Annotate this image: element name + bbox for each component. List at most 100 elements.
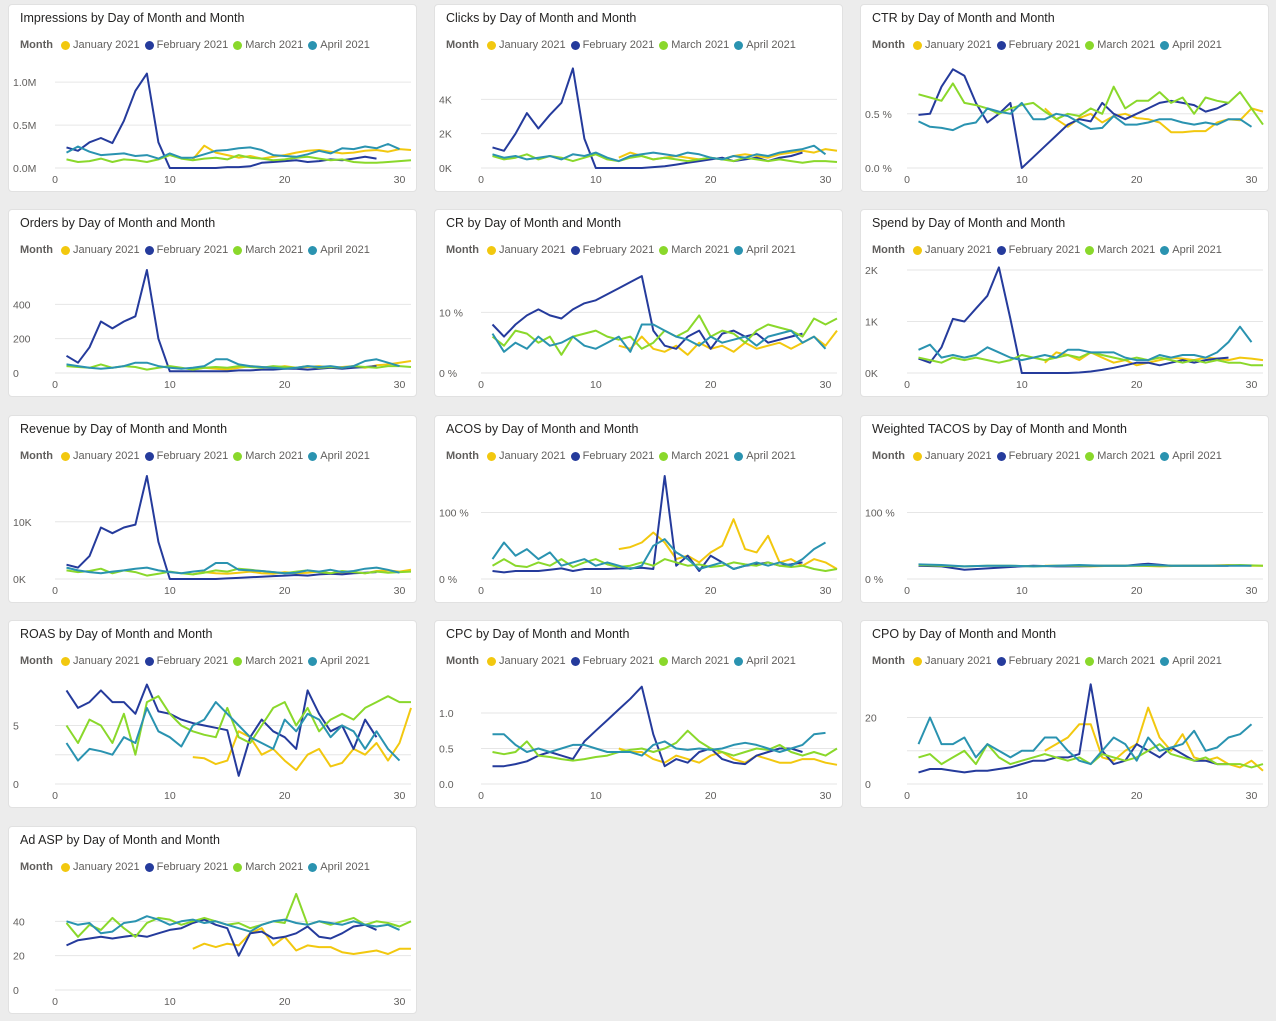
series-line[interactable] — [618, 518, 838, 570]
legend-item[interactable]: April 2021 — [308, 861, 370, 873]
chart-card-orders[interactable]: Orders by Day of Month and Month Month Ja… — [8, 209, 417, 397]
series-line[interactable] — [66, 154, 412, 164]
series-line[interactable] — [66, 562, 400, 575]
legend-item[interactable]: March 2021 — [1085, 39, 1155, 51]
legend-item[interactable]: April 2021 — [1160, 39, 1222, 51]
legend-item[interactable]: January 2021 — [486, 450, 566, 462]
legend-item[interactable]: February 2021 — [570, 450, 654, 462]
legend-item[interactable]: March 2021 — [233, 655, 303, 667]
series-line[interactable] — [192, 144, 412, 161]
series-line[interactable] — [917, 716, 1253, 766]
legend-item[interactable]: March 2021 — [659, 39, 729, 51]
legend-item[interactable]: March 2021 — [233, 39, 303, 51]
series-line[interactable] — [192, 927, 411, 955]
chart-legend[interactable]: Month January 2021 February 2021 March 2021… — [20, 449, 375, 463]
series-line[interactable] — [492, 729, 838, 762]
legend-item[interactable]: April 2021 — [734, 450, 796, 462]
legend-item[interactable]: March 2021 — [1085, 450, 1155, 462]
legend-item[interactable]: January 2021 — [60, 244, 140, 256]
legend-item[interactable]: January 2021 — [486, 244, 566, 256]
chart-legend[interactable]: Month January 2021 February 2021 March 2021… — [872, 654, 1227, 668]
chart-card-revenue[interactable]: Revenue by Day of Month and Month Month J… — [8, 415, 417, 603]
legend-item[interactable]: February 2021 — [144, 39, 228, 51]
chart-legend[interactable]: Month January 2021 February 2021 March 2021… — [20, 860, 375, 874]
series-line[interactable] — [618, 329, 838, 356]
legend-item[interactable]: March 2021 — [659, 244, 729, 256]
series-line[interactable] — [66, 143, 400, 160]
legend-item[interactable]: April 2021 — [308, 39, 370, 51]
legend-item[interactable]: February 2021 — [144, 244, 228, 256]
series-line[interactable] — [492, 731, 826, 757]
series-line[interactable] — [65, 695, 412, 756]
legend-item[interactable]: January 2021 — [60, 861, 140, 873]
line-chart[interactable]: 0 % 10 % 0 10 20 30 — [435, 210, 843, 397]
legend-item[interactable]: February 2021 — [996, 450, 1080, 462]
series-line[interactable] — [492, 685, 803, 768]
line-chart[interactable]: 0.0M 0.5M 1.0M 0 10 20 30 — [9, 5, 417, 192]
chart-card-clicks[interactable]: Clicks by Day of Month and Month Month Ja… — [434, 4, 843, 192]
legend-item[interactable]: March 2021 — [233, 861, 303, 873]
legend-item[interactable]: January 2021 — [486, 39, 566, 51]
legend-item[interactable]: April 2021 — [1160, 450, 1222, 462]
legend-item[interactable]: April 2021 — [734, 39, 796, 51]
legend-item[interactable]: February 2021 — [996, 244, 1080, 256]
series-line[interactable] — [491, 538, 826, 570]
legend-item[interactable]: February 2021 — [144, 450, 228, 462]
legend-item[interactable]: January 2021 — [486, 655, 566, 667]
legend-item[interactable]: February 2021 — [996, 39, 1080, 51]
legend-item[interactable]: February 2021 — [144, 655, 228, 667]
line-chart[interactable]: 0.0 % 0.5 % 0 10 20 30 — [861, 5, 1269, 192]
series-line[interactable] — [1044, 351, 1264, 367]
chart-legend[interactable]: Month January 2021 February 2021 March 2021… — [20, 243, 375, 257]
legend-item[interactable]: March 2021 — [233, 244, 303, 256]
series-line[interactable] — [918, 325, 1253, 362]
line-chart[interactable]: 0.0 0.5 1.0 0 10 20 30 — [435, 621, 843, 808]
chart-card-cpc[interactable]: CPC by Day of Month and Month Month Janua… — [434, 620, 843, 808]
chart-card-ad-asp[interactable]: Ad ASP by Day of Month and Month Month Ja… — [8, 826, 417, 1014]
chart-legend[interactable]: Month January 2021 February 2021 March 2021… — [20, 38, 375, 52]
series-line[interactable] — [65, 892, 412, 938]
legend-item[interactable]: February 2021 — [144, 861, 228, 873]
line-chart[interactable]: 0 200 400 0 10 20 30 — [9, 210, 417, 397]
legend-item[interactable]: April 2021 — [1160, 655, 1222, 667]
line-chart[interactable]: 0 20 0 10 20 30 — [861, 621, 1269, 808]
legend-item[interactable]: February 2021 — [570, 39, 654, 51]
legend-item[interactable]: February 2021 — [570, 244, 654, 256]
series-line[interactable] — [66, 475, 377, 580]
series-line[interactable] — [65, 683, 378, 777]
chart-legend[interactable]: Month January 2021 February 2021 March 2021… — [872, 449, 1227, 463]
legend-item[interactable]: March 2021 — [233, 450, 303, 462]
chart-legend[interactable]: Month January 2021 February 2021 March 2021… — [446, 654, 801, 668]
chart-card-cpo[interactable]: CPO by Day of Month and Month Month Janua… — [860, 620, 1269, 808]
series-line[interactable] — [918, 563, 1252, 568]
legend-item[interactable]: January 2021 — [912, 244, 992, 256]
chart-legend[interactable]: Month January 2021 February 2021 March 2021… — [446, 243, 801, 257]
chart-legend[interactable]: Month January 2021 February 2021 March 2021… — [446, 449, 801, 463]
series-line[interactable] — [66, 358, 400, 370]
line-chart[interactable]: 0K 1K 2K 0 10 20 30 — [861, 210, 1269, 397]
chart-card-cr[interactable]: CR by Day of Month and Month Month Januar… — [434, 209, 843, 397]
legend-item[interactable]: April 2021 — [734, 655, 796, 667]
series-line[interactable] — [618, 747, 838, 766]
legend-item[interactable]: January 2021 — [912, 39, 992, 51]
series-line[interactable] — [492, 153, 838, 164]
legend-item[interactable]: April 2021 — [1160, 244, 1222, 256]
legend-item[interactable]: April 2021 — [308, 450, 370, 462]
line-chart[interactable]: 0 % 100 % 0 10 20 30 — [435, 416, 843, 603]
series-line[interactable] — [491, 275, 803, 350]
series-line[interactable] — [65, 701, 401, 762]
line-chart[interactable]: 0 5 0 10 20 30 — [9, 621, 417, 808]
legend-item[interactable]: March 2021 — [659, 450, 729, 462]
chart-legend[interactable]: Month January 2021 February 2021 March 2021… — [20, 654, 375, 668]
line-chart[interactable]: 0 20 40 0 10 20 30 — [9, 827, 417, 1014]
chart-card-spend[interactable]: Spend by Day of Month and Month Month Jan… — [860, 209, 1269, 397]
chart-card-roas[interactable]: ROAS by Day of Month and Month Month Janu… — [8, 620, 417, 808]
series-line[interactable] — [918, 101, 1253, 132]
chart-legend[interactable]: Month January 2021 February 2021 March 2021… — [872, 243, 1227, 257]
series-line[interactable] — [918, 82, 1264, 126]
legend-item[interactable]: February 2021 — [570, 655, 654, 667]
legend-item[interactable]: January 2021 — [60, 39, 140, 51]
series-line[interactable] — [492, 558, 838, 572]
series-line[interactable] — [192, 707, 412, 771]
series-line[interactable] — [66, 918, 377, 957]
